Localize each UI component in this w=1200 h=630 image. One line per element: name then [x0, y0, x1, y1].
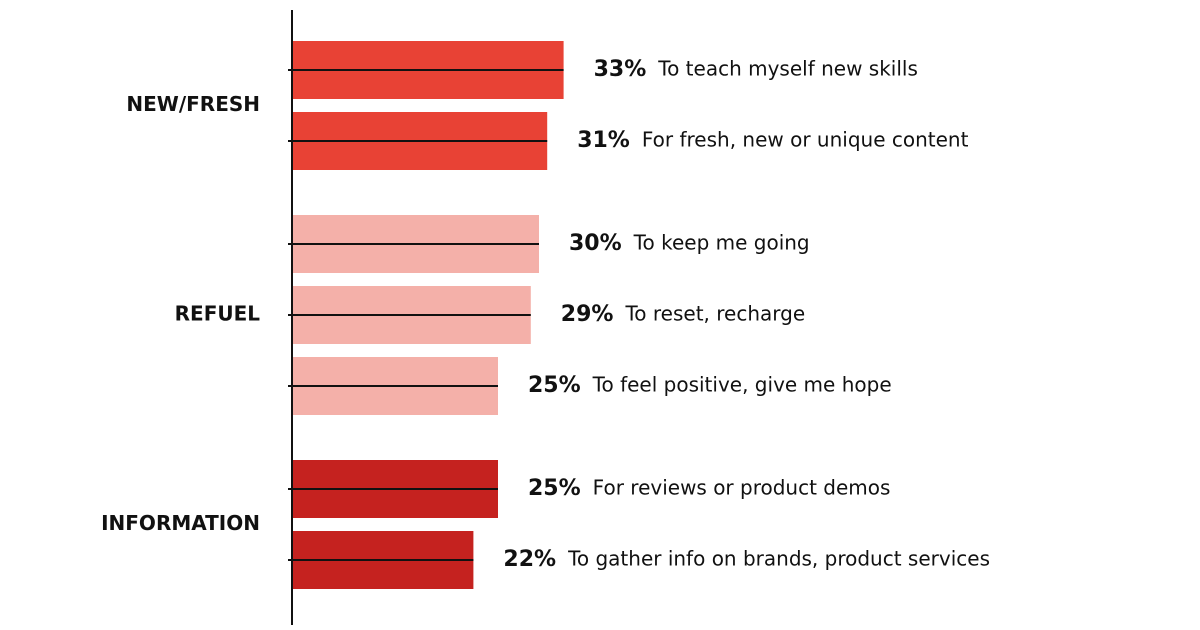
- category-label: To feel positive, give me hope: [592, 373, 892, 397]
- value-label: 22%: [503, 547, 556, 572]
- category-label: To gather info on brands, product servic…: [567, 547, 990, 571]
- value-label: 25%: [528, 373, 581, 398]
- value-label: 31%: [577, 128, 630, 153]
- category-label: For fresh, new or unique content: [642, 128, 969, 152]
- value-label: 29%: [561, 302, 614, 327]
- group-label: INFORMATION: [101, 511, 260, 535]
- value-label: 33%: [594, 57, 647, 82]
- value-label: 25%: [528, 476, 581, 501]
- category-label: To keep me going: [633, 231, 810, 255]
- category-label: To teach myself new skills: [657, 57, 918, 81]
- value-label: 30%: [569, 231, 622, 256]
- group-label: REFUEL: [175, 302, 261, 326]
- group-label: NEW/FRESH: [126, 92, 260, 116]
- category-label: To reset, recharge: [624, 302, 805, 326]
- category-label: For reviews or product demos: [593, 476, 891, 500]
